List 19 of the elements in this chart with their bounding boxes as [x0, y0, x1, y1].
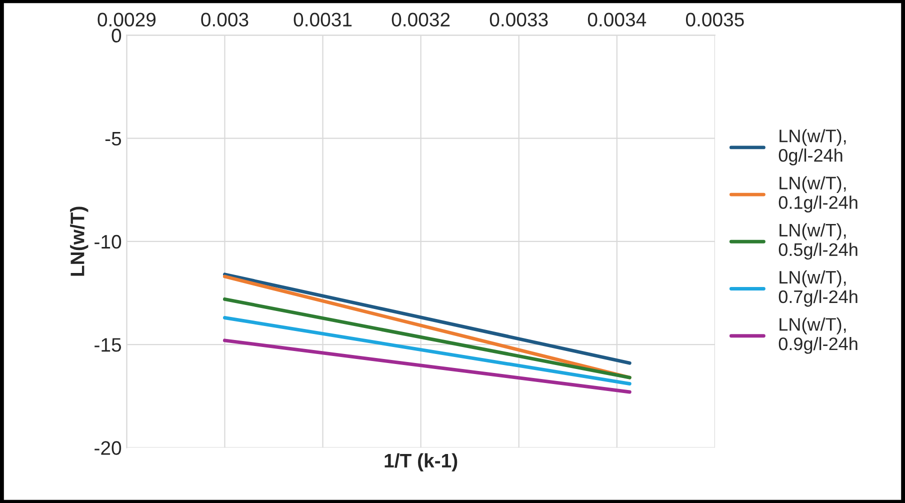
legend-label: LN(w/T), 0.1g/l-24h: [778, 176, 858, 212]
x-tick-label: 0.0034: [588, 12, 646, 27]
x-tick-label: 0.0032: [392, 12, 450, 27]
legend-label: LN(w/T), 0g/l-24h: [778, 129, 846, 166]
x-tick-label: 0.0035: [686, 12, 744, 27]
y-axis-title: LN(w/T): [70, 206, 88, 276]
legend-label: LN(w/T), 0.5g/l-24h: [778, 223, 858, 260]
x-tick-label: 0.003: [201, 12, 248, 27]
y-tick-label: 0: [112, 28, 122, 42]
x-tick-label: 0.0031: [294, 12, 352, 27]
legend-label: LN(w/T), 0.7g/l-24h: [778, 270, 858, 307]
y-tick-label: -20: [94, 441, 122, 455]
x-tick-label: 0.0029: [98, 12, 156, 27]
legend-label: LN(w/T), 0.9g/l-24h: [778, 318, 858, 354]
y-tick-label: -15: [94, 338, 122, 352]
x-axis-title: 1/T (k-1): [384, 453, 458, 472]
y-tick-label: -5: [105, 132, 122, 146]
x-tick-label: 0.0033: [490, 12, 548, 27]
y-tick-label: -10: [94, 234, 122, 249]
